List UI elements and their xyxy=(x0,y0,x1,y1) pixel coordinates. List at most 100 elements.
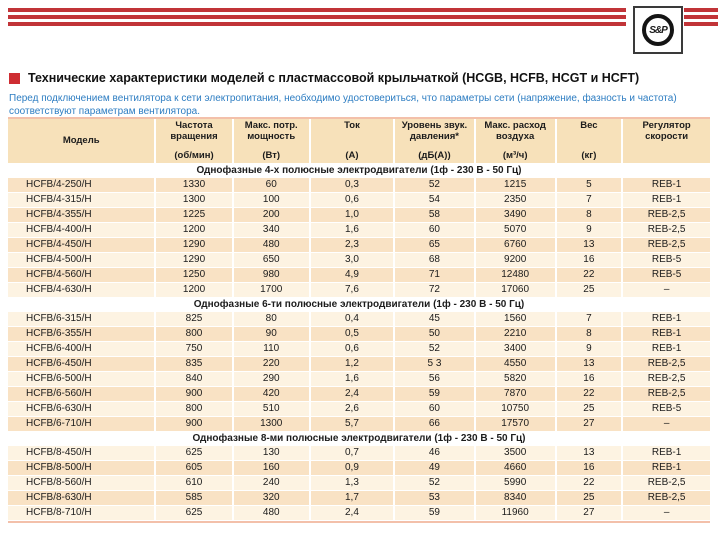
model-cell: HCFB/6-500/H xyxy=(8,371,156,387)
value-cell: 220 xyxy=(231,356,310,372)
table-header-row: Модель Частота вращения (об/мин) Макс. потр… xyxy=(8,119,710,164)
value-cell: 800 xyxy=(154,326,233,342)
value-cell: REB-2,5 xyxy=(621,207,710,223)
value-cell: REB-5 xyxy=(621,267,710,283)
value-cell: 4660 xyxy=(473,460,556,476)
model-cell: HCFB/8-500/H xyxy=(8,460,156,476)
value-cell: REB-1 xyxy=(621,177,710,193)
section-title: Однофазные 4-х полюсные электродвигатели… xyxy=(8,163,710,178)
value-cell: 8340 xyxy=(473,490,556,506)
value-cell: 8 xyxy=(554,326,623,342)
value-cell: 45 xyxy=(393,311,475,327)
model-cell: HCFB/4-560/H xyxy=(8,267,156,283)
value-cell: – xyxy=(621,282,710,298)
value-cell: 0,4 xyxy=(308,311,395,327)
value-cell: 52 xyxy=(393,341,475,357)
value-cell: 2350 xyxy=(473,192,556,208)
value-cell: – xyxy=(621,416,710,432)
value-cell: REB-2,5 xyxy=(621,237,710,253)
table-row: HCFB/4-630/H 1200 1700 7,6 72 17060 25– xyxy=(8,282,710,298)
value-cell: 80 xyxy=(231,311,310,327)
value-cell: 0,9 xyxy=(308,460,395,476)
model-cell: HCFB/4-630/H xyxy=(8,282,156,298)
red-stripe xyxy=(8,15,626,19)
sp-logo-text: S&P xyxy=(649,24,668,36)
value-cell: 16 xyxy=(554,460,623,476)
value-cell: 13 xyxy=(554,356,623,372)
value-cell: 16 xyxy=(554,252,623,268)
table-row: HCFB/8-450/H 625 130 0,7 46 3500 13 REB-1 xyxy=(8,445,710,461)
sp-logo-circle: S&P xyxy=(642,14,674,46)
value-cell: 22 xyxy=(554,475,623,491)
value-cell: 25 xyxy=(554,401,623,417)
value-cell: 17060 xyxy=(473,282,556,298)
value-cell: 9 xyxy=(554,341,623,357)
section-header-row: Однофазные 6-ти полюсные электродвигател… xyxy=(8,297,710,312)
value-cell: 4550 xyxy=(473,356,556,372)
value-cell: 900 xyxy=(154,386,233,402)
value-cell: 8 xyxy=(554,207,623,223)
value-cell: 110 xyxy=(231,341,310,357)
value-cell: 5 3 xyxy=(393,356,475,372)
value-cell: 58 xyxy=(393,207,475,223)
table-row: HCFB/4-560/H 1250 980 4,9 71 12480 22 REB-5 xyxy=(8,267,710,283)
value-cell: 2210 xyxy=(473,326,556,342)
value-cell: 22 xyxy=(554,267,623,283)
value-cell: REB-1 xyxy=(621,192,710,208)
model-cell: HCFB/6-355/H xyxy=(8,326,156,342)
table-row: HCFB/4-315/H 1300 100 0,6 54 2350 7 REB-1 xyxy=(8,192,710,208)
model-cell: HCFB/8-630/H xyxy=(8,490,156,506)
value-cell: 625 xyxy=(154,445,233,461)
value-cell: 59 xyxy=(393,505,475,521)
value-cell: 72 xyxy=(393,282,475,298)
table-header-cell: Ток (А) xyxy=(308,119,395,164)
table-header-cell: Уровень звук. давления* (дБ(А)) xyxy=(393,119,475,164)
spec-table-wrapper: Модель Частота вращения (об/мин) Макс. потр… xyxy=(8,117,710,523)
table-header-cell: Макс. расход воздуха (м³/ч) xyxy=(473,119,556,164)
value-cell: 5,7 xyxy=(308,416,395,432)
table-row: HCFB/6-630/H 800 510 2,6 60 10750 25 REB-5 xyxy=(8,401,710,417)
value-cell: REB-2,5 xyxy=(621,475,710,491)
model-cell: HCFB/6-560/H xyxy=(8,386,156,402)
brand-stripes-left xyxy=(8,8,626,26)
value-cell: 7 xyxy=(554,311,623,327)
value-cell: 52 xyxy=(393,475,475,491)
value-cell: 11960 xyxy=(473,505,556,521)
model-cell: HCFB/8-560/H xyxy=(8,475,156,491)
value-cell: 1,2 xyxy=(308,356,395,372)
value-cell: 1330 xyxy=(154,177,233,193)
model-cell: HCFB/8-450/H xyxy=(8,445,156,461)
value-cell: REB-2,5 xyxy=(621,356,710,372)
table-row: HCFB/6-500/H 840 290 1,6 56 5820 16 REB-2,5 xyxy=(8,371,710,387)
value-cell: 71 xyxy=(393,267,475,283)
value-cell: 160 xyxy=(231,460,310,476)
sp-logo: S&P xyxy=(633,6,683,54)
value-cell: 25 xyxy=(554,282,623,298)
value-cell: 1700 xyxy=(231,282,310,298)
value-cell: 5820 xyxy=(473,371,556,387)
value-cell: 1,3 xyxy=(308,475,395,491)
value-cell: 56 xyxy=(393,371,475,387)
value-cell: 7,6 xyxy=(308,282,395,298)
table-row: HCFB/6-560/H 900 420 2,4 59 7870 22 REB-2,5 xyxy=(8,386,710,402)
value-cell: 585 xyxy=(154,490,233,506)
value-cell: 510 xyxy=(231,401,310,417)
value-cell: 290 xyxy=(231,371,310,387)
table-row: HCFB/4-355/H 1225 200 1,0 58 3490 8 REB-2,5 xyxy=(8,207,710,223)
value-cell: 60 xyxy=(393,401,475,417)
value-cell: 60 xyxy=(231,177,310,193)
value-cell: 13 xyxy=(554,445,623,461)
value-cell: 5990 xyxy=(473,475,556,491)
value-cell: 650 xyxy=(231,252,310,268)
value-cell: 12480 xyxy=(473,267,556,283)
value-cell: REB-1 xyxy=(621,341,710,357)
value-cell: 800 xyxy=(154,401,233,417)
value-cell: 3500 xyxy=(473,445,556,461)
red-square-bullet-icon xyxy=(9,73,20,84)
value-cell: REB-2,5 xyxy=(621,371,710,387)
value-cell: 2,4 xyxy=(308,386,395,402)
value-cell: 2,4 xyxy=(308,505,395,521)
value-cell: 1,7 xyxy=(308,490,395,506)
value-cell: 9200 xyxy=(473,252,556,268)
value-cell: 835 xyxy=(154,356,233,372)
